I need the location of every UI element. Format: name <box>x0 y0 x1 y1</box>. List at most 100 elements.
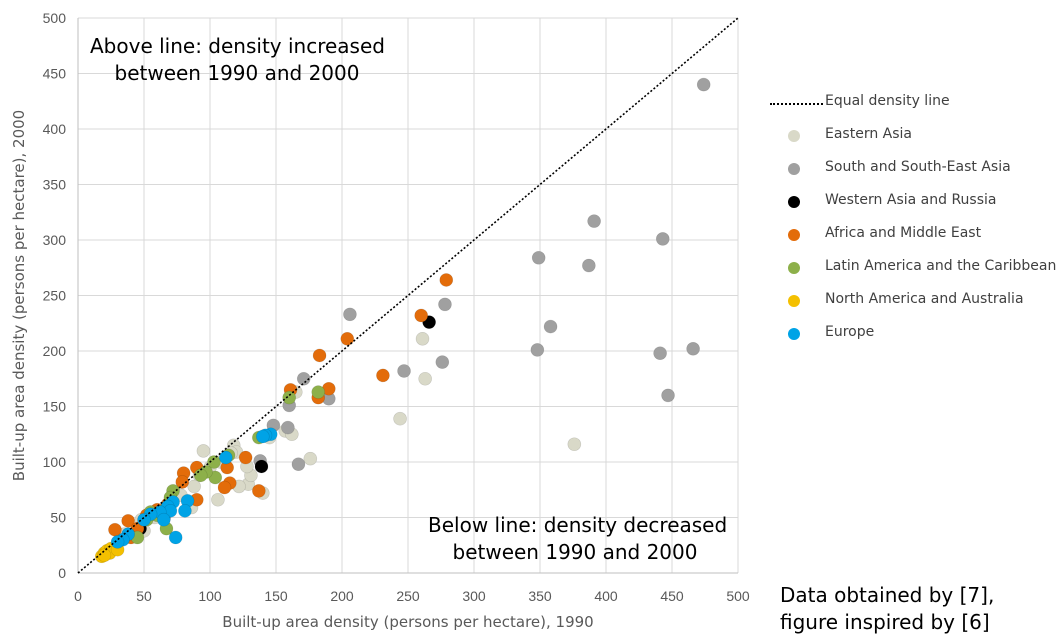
source-note-line-2: figure inspired by [6] <box>780 610 990 634</box>
annotation-below-line: Below line: density decreased between 19… <box>428 512 728 566</box>
legend-marker <box>788 130 800 142</box>
x-tick-label: 350 <box>528 588 552 604</box>
y-tick-label: 50 <box>50 510 66 526</box>
data-point <box>168 530 183 545</box>
x-tick-label: 250 <box>396 588 420 604</box>
legend-marker <box>788 328 800 340</box>
legend-marker <box>788 262 800 274</box>
x-tick-label: 0 <box>74 588 82 604</box>
x-tick-label: 400 <box>594 588 618 604</box>
legend-marker <box>788 196 800 208</box>
y-tick-label: 150 <box>43 399 67 415</box>
x-axis-ticks: 0 50 100 150 200 250 300 350 400 450 500 <box>74 588 750 604</box>
data-point <box>137 512 151 527</box>
y-tick-label: 250 <box>43 288 67 304</box>
y-tick-label: 100 <box>43 454 67 470</box>
axes <box>77 18 738 574</box>
legend-item-equal-density-line: Equal density line <box>770 93 1064 129</box>
x-tick-label: 150 <box>264 588 288 604</box>
data-point <box>438 297 452 312</box>
data-point <box>653 346 667 361</box>
y-tick-label: 300 <box>43 232 67 248</box>
legend-item-latin-america-and-the-caribbean: Latin America and the Caribbean <box>770 258 1064 294</box>
legend-item-north-america-and-australia: North America and Australia <box>770 291 1064 327</box>
y-tick-label: 450 <box>43 66 67 82</box>
legend-marker <box>788 229 800 241</box>
data-point <box>393 411 407 426</box>
legend-item-south-and-south-east-asia: South and South-East Asia <box>770 159 1064 195</box>
data-point <box>211 492 225 507</box>
y-axis-title: Built-up area density (persons per hecta… <box>10 110 28 481</box>
annotation-below-line-1: Below line: density decreased <box>428 513 728 537</box>
series-europe <box>110 427 278 549</box>
data-point <box>175 475 190 489</box>
data-point <box>254 459 269 474</box>
data-point <box>303 451 318 466</box>
legend-label: Africa and Middle East <box>825 225 982 241</box>
legend-item-western-asia-and-russia: Western Asia and Russia <box>770 192 1064 228</box>
data-point <box>686 341 700 356</box>
data-point <box>415 331 430 346</box>
data-point <box>255 429 270 444</box>
legend-label: Equal density line <box>825 93 950 109</box>
data-point <box>252 484 266 498</box>
data-point <box>435 355 450 369</box>
data-point <box>397 364 411 378</box>
legend-label: South and South-East Asia <box>825 159 1011 175</box>
data-point <box>587 214 601 228</box>
legend-label: Europe <box>825 324 875 340</box>
x-tick-label: 200 <box>330 588 354 604</box>
data-point <box>567 437 582 452</box>
data-point <box>178 504 192 518</box>
data-point <box>312 348 327 363</box>
legend-label: Eastern Asia <box>825 126 912 142</box>
y-tick-label: 400 <box>43 121 67 137</box>
x-tick-label: 100 <box>198 588 222 604</box>
data-point <box>219 450 233 465</box>
data-point <box>543 319 558 334</box>
x-tick-label: 50 <box>136 588 152 604</box>
y-tick-label: 0 <box>58 565 66 581</box>
y-axis-ticks: 0 50 100 150 200 250 300 350 400 450 500 <box>43 10 67 581</box>
data-point <box>530 343 545 357</box>
data-point <box>187 479 201 494</box>
legend-label: Western Asia and Russia <box>825 192 997 208</box>
y-tick-label: 350 <box>43 177 67 193</box>
data-point <box>311 385 326 399</box>
data-points <box>94 77 711 564</box>
legend-item-eastern-asia: Eastern Asia <box>770 126 1064 162</box>
source-note-line-1: Data obtained by [7], <box>780 583 995 607</box>
data-point <box>414 308 429 323</box>
data-point <box>110 535 125 549</box>
series-south-and-south-east-asia <box>253 77 711 472</box>
data-point <box>439 273 454 287</box>
legend-item-europe: Europe <box>770 324 1064 360</box>
data-point <box>343 307 357 322</box>
x-axis-title: Built-up area density (persons per hecta… <box>222 613 593 631</box>
data-point <box>655 232 670 246</box>
legend: Equal density line Eastern Asia South and… <box>770 93 1064 360</box>
data-point <box>282 390 297 405</box>
x-tick-label: 300 <box>462 588 486 604</box>
annotation-below-line-2: between 1990 and 2000 <box>452 540 698 564</box>
data-point <box>281 420 295 435</box>
y-tick-label: 500 <box>43 10 67 26</box>
data-point <box>207 455 221 469</box>
data-point <box>291 457 306 472</box>
legend-marker <box>788 163 800 175</box>
legend-label: North America and Australia <box>825 291 1024 307</box>
x-tick-label: 450 <box>660 588 684 604</box>
data-point <box>238 450 253 465</box>
data-point <box>97 548 112 563</box>
data-point <box>531 250 546 265</box>
source-note: Data obtained by [7], figure inspired by… <box>780 582 994 636</box>
data-point <box>196 444 211 458</box>
data-point <box>661 388 675 403</box>
dotted-line-swatch <box>770 103 823 105</box>
annotation-above-line: Above line: density increased between 19… <box>90 33 385 87</box>
annotation-above-line-1: Above line: density increased <box>90 34 385 58</box>
legend-label: Latin America and the Caribbean <box>825 258 1057 274</box>
legend-marker <box>788 295 800 307</box>
y-tick-label: 200 <box>43 343 67 359</box>
